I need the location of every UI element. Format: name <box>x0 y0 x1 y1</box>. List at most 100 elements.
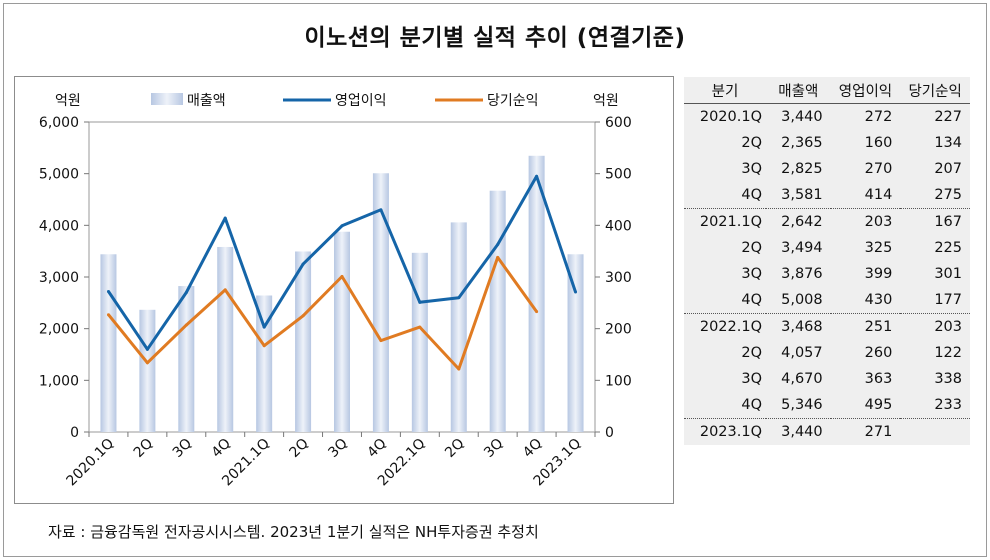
table-cell-net-income: 225 <box>900 235 970 261</box>
page-title: 이노션의 분기별 실적 추이 (연결기준) <box>304 25 686 51</box>
point-net-income <box>496 255 500 259</box>
table-cell-operating-profit: 430 <box>830 287 901 314</box>
point-operating-profit <box>223 216 227 220</box>
bar-revenue <box>217 246 234 432</box>
x-axis-category-label: 2Q <box>286 436 311 461</box>
legend-label-operating-profit: 영업이익 <box>335 93 387 109</box>
table-cell-quarter: 3Q <box>684 156 766 182</box>
table-cell-quarter: 4Q <box>684 392 766 419</box>
table-cell-quarter: 3Q <box>684 366 766 392</box>
table-row: 2Q 3,494 325 225 <box>684 235 970 261</box>
table-row: 3Q 3,876 399 301 <box>684 261 970 287</box>
table-cell-operating-profit: 495 <box>830 392 901 419</box>
left-axis-tick-label: 4,000 <box>39 218 79 234</box>
table-cell-operating-profit: 363 <box>830 366 901 392</box>
bar-revenue <box>139 309 156 432</box>
table-row: 2023.1Q 3,440 271 <box>684 418 970 445</box>
point-operating-profit <box>340 224 344 228</box>
bar-revenue <box>334 231 350 432</box>
table-row: 4Q 3,581 414 275 <box>684 182 970 209</box>
right-axis-tick-label: 0 <box>605 425 614 441</box>
table-cell-quarter: 2023.1Q <box>684 418 766 445</box>
point-net-income <box>223 288 227 292</box>
bar-revenue <box>489 190 506 432</box>
point-operating-profit <box>184 291 188 294</box>
table-cell-quarter: 2022.1Q <box>684 313 766 340</box>
table-cell-net-income: 338 <box>900 366 970 392</box>
right-axis-tick-label: 300 <box>605 270 632 286</box>
legend-label-revenue: 매출액 <box>187 93 226 109</box>
bar-revenue <box>528 155 545 432</box>
bar-revenue <box>295 251 312 432</box>
point-operating-profit <box>106 289 110 293</box>
table-cell-revenue: 3,440 <box>766 418 831 445</box>
x-axis-category-label: 2Q <box>131 436 156 461</box>
x-axis-category-label: 4Q <box>520 436 545 461</box>
table-row: 4Q 5,008 430 177 <box>684 287 970 314</box>
x-axis-category-label: 3Q <box>170 436 195 461</box>
table-header-row: 분기 매출액 영업이익 당기순익 <box>684 77 970 104</box>
outer-frame <box>3 3 987 557</box>
right-axis-tick-label: 500 <box>605 167 632 183</box>
left-axis-tick-label: 3,000 <box>39 270 79 286</box>
table-cell-revenue: 3,494 <box>766 235 831 261</box>
left-axis-unit-label: 억원 <box>55 93 81 109</box>
point-net-income <box>340 274 344 278</box>
left-axis-tick-label: 2,000 <box>39 322 79 338</box>
point-net-income <box>106 313 110 317</box>
table-cell-quarter: 4Q <box>684 182 766 209</box>
table-cell-net-income: 207 <box>900 156 970 182</box>
table-cell-quarter: 4Q <box>684 287 766 314</box>
table-cell-net-income: 167 <box>900 208 970 235</box>
point-net-income <box>184 323 188 327</box>
table-cell-operating-profit: 251 <box>830 313 901 340</box>
data-table: 분기 매출액 영업이익 당기순익 2020.1Q 3,440 272 227 2Q 2,3… <box>684 77 970 445</box>
table-cell-revenue: 3,876 <box>766 261 831 287</box>
point-net-income <box>457 367 461 371</box>
point-net-income <box>535 310 539 314</box>
right-axis-tick-label: 400 <box>605 218 632 234</box>
table-cell-net-income: 203 <box>900 313 970 340</box>
left-axis-tick-label: 5,000 <box>39 167 79 183</box>
x-axis-category-label: 2Q <box>442 436 467 461</box>
point-operating-profit <box>535 174 539 178</box>
combo-chart: 0 1,000 2,000 3,000 4,000 5,000 6,000 0 100 200 30… <box>39 93 632 489</box>
table-cell-quarter: 2Q <box>684 130 766 156</box>
table-cell-operating-profit: 160 <box>830 130 901 156</box>
point-net-income <box>262 344 266 348</box>
table-row: 4Q 5,346 495 233 <box>684 392 970 419</box>
table-cell-operating-profit: 270 <box>830 156 901 182</box>
point-operating-profit <box>145 347 149 351</box>
table-cell-net-income: 177 <box>900 287 970 314</box>
point-operating-profit <box>301 262 305 266</box>
table-cell-quarter: 2021.1Q <box>684 208 766 235</box>
table-cell-operating-profit: 325 <box>830 235 901 261</box>
point-operating-profit <box>496 242 500 246</box>
x-axis-category-label: 3Q <box>325 436 350 461</box>
table-header-revenue: 매출액 <box>766 77 831 104</box>
bar-revenue <box>450 222 467 432</box>
table-cell-net-income: 122 <box>900 340 970 366</box>
table-cell-net-income: 233 <box>900 392 970 419</box>
table-row: 2020.1Q 3,440 272 227 <box>684 103 970 130</box>
table-cell-net-income: 275 <box>900 182 970 209</box>
table-row: 2Q 2,365 160 134 <box>684 130 970 156</box>
table-header-net-income: 당기순익 <box>900 77 970 104</box>
table-cell-net-income: 134 <box>900 130 970 156</box>
table-cell-operating-profit: 271 <box>830 418 901 445</box>
table-cell-revenue: 2,642 <box>766 208 831 235</box>
bar-revenue <box>411 252 428 432</box>
point-operating-profit <box>574 290 578 294</box>
right-axis-tick-label: 100 <box>605 373 632 389</box>
line-net-income <box>107 255 538 371</box>
bar-revenue <box>100 254 117 432</box>
table-header-quarter: 분기 <box>684 77 766 104</box>
right-axis-tick-label: 600 <box>605 115 632 131</box>
table-row: 2021.1Q 2,642 203 167 <box>684 208 970 235</box>
chart-container: 0 1,000 2,000 3,000 4,000 5,000 6,000 0 100 200 30… <box>14 76 674 504</box>
table-cell-quarter: 2Q <box>684 340 766 366</box>
table-cell-operating-profit: 399 <box>830 261 901 287</box>
source-note: 자료 : 금융감독원 전자공시시스템. 2023년 1분기 실적은 NH투자증권… <box>48 523 539 541</box>
bar-revenue <box>178 286 195 432</box>
x-axis-category-label: 4Q <box>209 436 234 461</box>
